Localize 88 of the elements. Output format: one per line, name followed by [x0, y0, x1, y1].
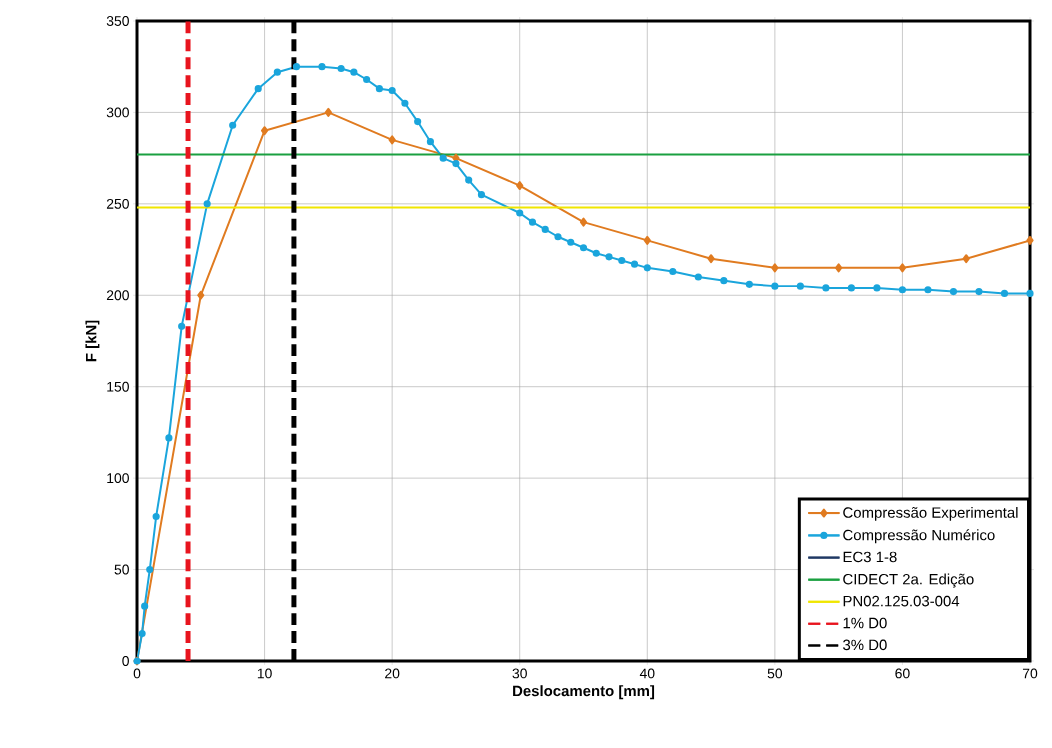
point: [771, 282, 779, 290]
y-axis-title: F [kN]: [85, 320, 100, 362]
y-tick-label: 250: [106, 198, 129, 209]
point: [567, 238, 575, 246]
point: [707, 254, 715, 264]
point: [528, 218, 537, 226]
point: [388, 86, 396, 95]
legend-label: Compressão Experimental: [843, 506, 1018, 521]
point: [516, 181, 524, 191]
y-tick-label: 50: [114, 564, 129, 575]
legend-label: Compressão Numérico: [843, 529, 995, 544]
point: [771, 263, 779, 273]
point: [898, 286, 907, 294]
legend-label: 3% D0: [843, 639, 887, 651]
point: [350, 68, 358, 76]
point: [138, 629, 146, 638]
point: [847, 284, 855, 292]
point: [141, 602, 149, 610]
point: [273, 68, 281, 76]
point: [318, 63, 326, 71]
point: [203, 200, 211, 208]
point: [541, 225, 549, 234]
point: [337, 64, 345, 73]
point: [796, 282, 804, 290]
point: [924, 286, 932, 294]
y-tick-label: 300: [106, 107, 129, 118]
point: [1026, 289, 1034, 298]
point: [229, 121, 237, 129]
y-tick-label: 200: [106, 290, 129, 301]
point: [745, 280, 753, 288]
y-tick-label: 100: [107, 473, 129, 484]
point: [720, 277, 728, 285]
legend-label: CIDECT 2a. Edição: [843, 573, 974, 588]
legend-label: PN02.125.03-004: [843, 595, 960, 607]
x-tick-label: 70: [1022, 668, 1038, 679]
point: [962, 254, 970, 264]
x-tick-label: 10: [257, 668, 272, 679]
point: [439, 154, 447, 162]
x-tick-label: 50: [767, 668, 783, 679]
point: [324, 107, 332, 117]
point: [292, 63, 301, 71]
point: [414, 117, 422, 126]
point: [835, 263, 843, 273]
point: [873, 284, 881, 292]
point: [146, 565, 154, 574]
point: [554, 233, 562, 241]
point: [363, 75, 371, 84]
point: [465, 176, 473, 184]
point: [1026, 235, 1034, 245]
point: [254, 85, 262, 93]
point: [579, 217, 588, 227]
point: [1000, 289, 1009, 298]
point: [388, 135, 396, 145]
legend-label: 1% D0: [843, 617, 887, 629]
point: [165, 434, 173, 442]
point: [592, 249, 600, 257]
point: [643, 264, 651, 272]
point: [152, 512, 160, 521]
x-tick-label: 0: [133, 668, 141, 679]
point: [669, 267, 677, 276]
point: [426, 138, 435, 146]
point: [949, 288, 958, 296]
y-tick-label: 150: [107, 381, 129, 392]
legend-label: EC3 1-8: [843, 551, 897, 563]
point: [477, 191, 486, 199]
point: [618, 256, 626, 265]
x-tick-label: 40: [639, 668, 655, 679]
point: [197, 290, 205, 300]
point: [630, 260, 639, 268]
point: [975, 288, 983, 296]
point: [579, 244, 588, 252]
y-tick-label: 0: [122, 656, 129, 666]
x-tick-label: 20: [385, 668, 400, 679]
point: [401, 99, 409, 107]
point: [260, 126, 269, 136]
point: [643, 235, 651, 245]
y-tick-label: 350: [106, 16, 129, 26]
point: [822, 284, 830, 292]
point: [452, 160, 460, 168]
point: [694, 273, 702, 281]
point: [178, 322, 186, 330]
x-axis-title: Deslocamento [mm]: [513, 685, 655, 700]
point: [516, 209, 524, 217]
x-tick-label: 30: [512, 668, 527, 679]
point: [898, 263, 907, 273]
x-tick-label: 60: [895, 668, 910, 679]
point: [375, 85, 383, 93]
point: [605, 253, 613, 261]
